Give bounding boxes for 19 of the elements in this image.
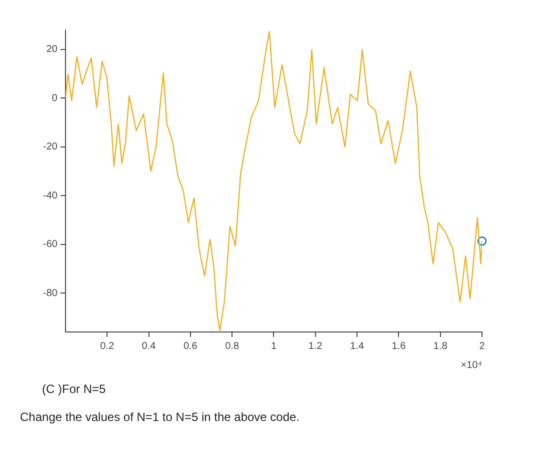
x-tick-label: 1.8 — [433, 340, 448, 352]
text: Change the values of N=1 to N=5 in the above code. — [20, 410, 300, 424]
x-axis-title: ×10⁴ — [460, 360, 482, 371]
y-tick-label: -40 — [43, 190, 58, 202]
y-tick-label: -60 — [43, 239, 58, 250]
x-tick-label: 1.4 — [350, 340, 364, 352]
y-tick-label: 20 — [46, 44, 58, 56]
x-tick-label: 1.6 — [392, 340, 406, 352]
x-tick-label: 1.2 — [308, 340, 323, 352]
x-tick-label: 0.8 — [225, 340, 240, 352]
x-tick-label: 1 — [270, 340, 277, 352]
y-tick-label: -80 — [43, 288, 58, 299]
y-tick-label: -20 — [43, 142, 58, 153]
x-tick-label: 0.2 — [100, 340, 114, 352]
x-tick-label: 0.6 — [183, 340, 198, 352]
text: (C )For N=5 — [42, 382, 107, 396]
x-tick-label: 0.4 — [142, 340, 156, 352]
x-tick-label: 2 — [479, 340, 486, 352]
y-tick-label: 0 — [52, 92, 58, 104]
